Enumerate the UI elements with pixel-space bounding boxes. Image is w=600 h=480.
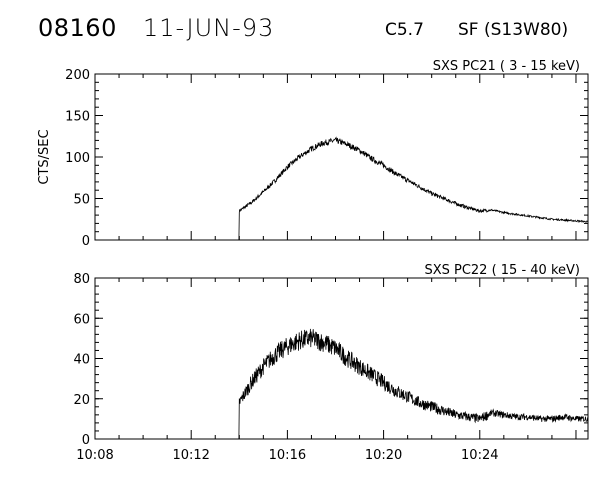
y-tick-label: 60 [73, 312, 90, 327]
x-tick-label: 10:24 [461, 448, 498, 463]
panel-title-2: SXS PC22 ( 15 - 40 keV) [424, 263, 580, 278]
y-tick-label: 0 [82, 234, 90, 249]
y-tick-label: 0 [82, 433, 90, 448]
event-id: 08160 [38, 14, 117, 42]
y-tick-label: 80 [73, 272, 90, 287]
y-tick-label: 40 [73, 353, 90, 368]
y-axis-label: CTS/SEC [37, 129, 52, 184]
y-tick-label: 20 [73, 393, 90, 408]
y-tick-label: 150 [65, 110, 90, 125]
event-date: 11-JUN-93 [143, 14, 275, 42]
x-tick-label: 10:20 [365, 448, 402, 463]
x-tick-label: 10:08 [76, 448, 113, 463]
flare-class: C5.7 [385, 20, 424, 40]
flare-location: SF (S13W80) [458, 20, 569, 40]
y-tick-label: 100 [65, 151, 90, 166]
x-tick-label: 10:16 [269, 448, 306, 463]
y-tick-label: 200 [65, 68, 90, 83]
panel-title-1: SXS PC21 ( 3 - 15 keV) [433, 59, 580, 74]
y-tick-label: 50 [73, 193, 90, 208]
x-tick-label: 10:12 [172, 448, 209, 463]
series-line-1 [95, 136, 589, 241]
series-line-2 [95, 328, 589, 440]
